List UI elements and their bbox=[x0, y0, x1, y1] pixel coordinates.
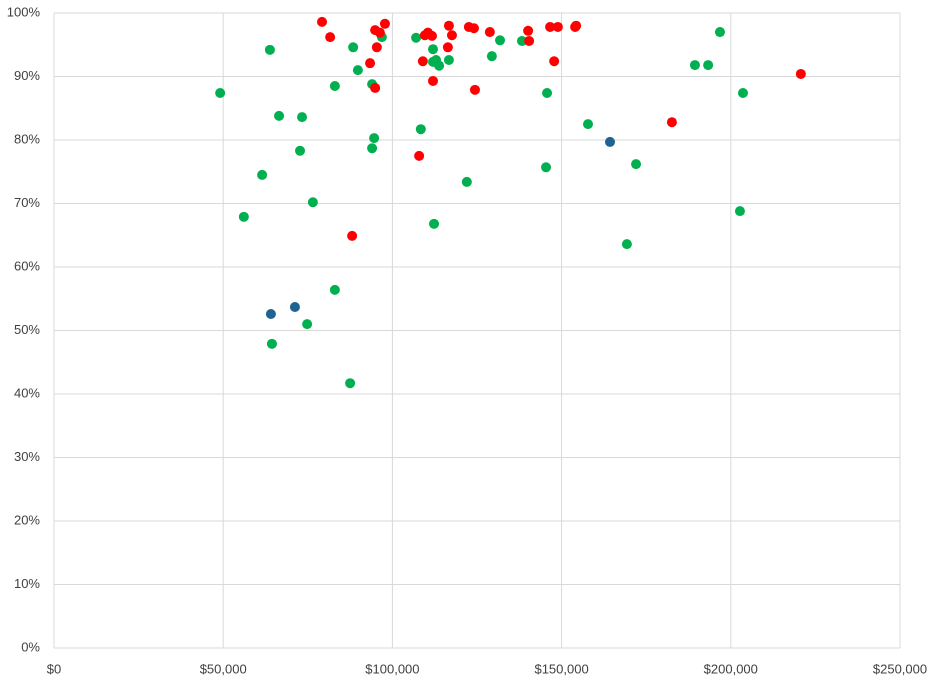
point bbox=[302, 319, 313, 330]
x-tick-label: $250,000 bbox=[873, 661, 927, 676]
point bbox=[542, 88, 553, 99]
point bbox=[469, 84, 480, 95]
point bbox=[541, 162, 552, 173]
point bbox=[428, 44, 439, 55]
x-tick-label: $150,000 bbox=[534, 661, 588, 676]
point bbox=[631, 159, 642, 170]
point bbox=[411, 32, 422, 43]
point bbox=[737, 88, 748, 99]
point bbox=[317, 16, 328, 27]
point bbox=[347, 230, 358, 241]
point bbox=[689, 60, 700, 71]
point bbox=[238, 211, 249, 222]
point bbox=[265, 308, 276, 319]
point bbox=[434, 60, 445, 71]
point bbox=[523, 25, 534, 36]
point bbox=[345, 378, 356, 389]
point bbox=[486, 51, 497, 62]
point bbox=[468, 23, 479, 34]
y-tick-label: 100% bbox=[7, 4, 41, 19]
point bbox=[582, 119, 593, 130]
point bbox=[484, 27, 495, 38]
point bbox=[369, 133, 380, 144]
point bbox=[621, 239, 632, 250]
point bbox=[429, 218, 440, 229]
point bbox=[604, 136, 615, 147]
point bbox=[289, 302, 300, 313]
y-tick-label: 20% bbox=[14, 512, 40, 527]
point bbox=[428, 75, 439, 86]
y-tick-label: 0% bbox=[21, 639, 40, 654]
point bbox=[352, 65, 363, 76]
point bbox=[524, 35, 535, 46]
point bbox=[257, 169, 268, 180]
point bbox=[295, 145, 306, 156]
point bbox=[415, 124, 426, 135]
point bbox=[307, 197, 318, 208]
point bbox=[266, 338, 277, 349]
point bbox=[443, 20, 454, 31]
y-tick-label: 30% bbox=[14, 449, 40, 464]
point bbox=[442, 42, 453, 53]
point bbox=[374, 27, 385, 38]
y-tick-label: 10% bbox=[14, 576, 40, 591]
point bbox=[370, 82, 381, 93]
y-tick-label: 70% bbox=[14, 195, 40, 210]
point bbox=[734, 206, 745, 217]
point bbox=[545, 21, 556, 32]
x-tick-label: $200,000 bbox=[704, 661, 758, 676]
y-tick-label: 90% bbox=[14, 68, 40, 83]
point bbox=[379, 18, 390, 29]
point bbox=[274, 110, 285, 121]
point bbox=[703, 60, 714, 71]
y-tick-label: 40% bbox=[14, 385, 40, 400]
point bbox=[348, 42, 359, 53]
y-tick-label: 80% bbox=[14, 131, 40, 146]
point bbox=[795, 68, 806, 79]
point bbox=[329, 284, 340, 295]
point bbox=[325, 32, 336, 43]
point bbox=[426, 30, 437, 41]
point bbox=[417, 56, 428, 67]
point bbox=[443, 54, 454, 65]
point bbox=[264, 44, 275, 55]
point bbox=[714, 27, 725, 38]
point bbox=[446, 30, 457, 41]
point bbox=[329, 81, 340, 92]
point bbox=[549, 56, 560, 67]
point bbox=[414, 150, 425, 161]
y-tick-label: 50% bbox=[14, 322, 40, 337]
point bbox=[495, 35, 506, 46]
point bbox=[215, 88, 226, 99]
point bbox=[552, 21, 563, 32]
y-tick-label: 60% bbox=[14, 258, 40, 273]
point bbox=[461, 176, 472, 187]
x-tick-label: $100,000 bbox=[365, 661, 419, 676]
point bbox=[571, 20, 582, 31]
x-tick-label: $50,000 bbox=[200, 661, 247, 676]
point bbox=[367, 143, 378, 154]
x-tick-label: $0 bbox=[47, 661, 61, 676]
point bbox=[517, 35, 528, 46]
point bbox=[365, 58, 376, 69]
point bbox=[371, 42, 382, 53]
point bbox=[297, 112, 308, 123]
point bbox=[666, 117, 677, 128]
